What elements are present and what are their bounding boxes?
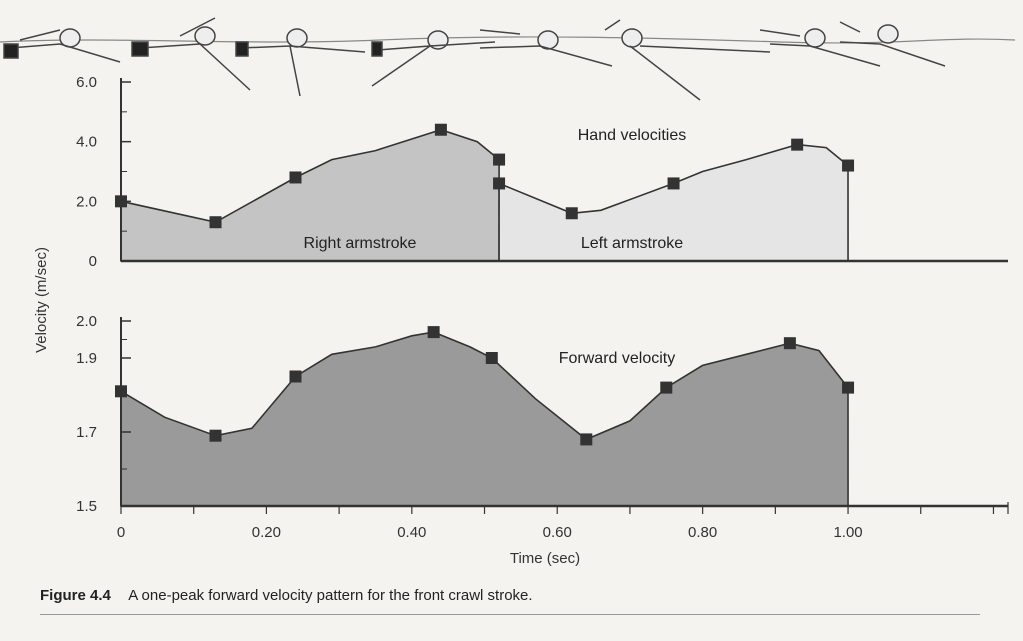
x-axis-title: Time (sec) [510,550,580,567]
figure-caption: Figure 4.4 A one-peak forward velocity p… [40,587,533,604]
water-line [0,36,1016,44]
swimmer-3 [235,28,366,97]
data-marker [667,177,680,190]
right-armstroke-label: Right armstroke [304,235,417,252]
data-marker [289,370,302,383]
data-marker [580,433,593,446]
data-marker [783,337,796,350]
data-marker [485,352,498,364]
data-marker [493,177,506,190]
data-marker [209,429,222,442]
swimmer-4 [371,30,496,87]
x-tick-label: 0.20 [252,524,281,541]
swimmer-6 [604,19,771,101]
y-tick-label: 2.0 [76,193,97,210]
y-tick-label: 1.5 [76,498,97,515]
caption-rule [40,614,980,615]
y-axis-title: Velocity (m/sec) [33,247,50,353]
data-marker [434,123,447,136]
data-marker [493,153,506,166]
hand-velocity-panel: 0 2.0 4.0 6.0 [76,74,1008,270]
figure-caption-text: A one-peak forward velocity pattern for … [128,587,533,604]
swimmer-5 [479,29,613,67]
x-tick-label: 0.60 [543,524,572,541]
hand-velocities-label: Hand velocities [578,127,687,144]
x-axis: 0 0.20 0.40 0.60 0.80 1.00 [117,502,1009,541]
data-marker [660,381,673,394]
forward-velocity-panel: 1.5 1.7 1.9 2.0 [76,313,1008,515]
data-marker [565,207,578,220]
left-armstroke-label: Left armstroke [581,235,683,252]
y-tick-label: 4.0 [76,134,97,151]
x-tick-label: 1.00 [833,524,862,541]
y-tick-label: 2.0 [76,313,97,330]
data-marker [842,381,855,394]
swimmer-1 [3,28,121,63]
data-marker [427,326,440,339]
data-marker [209,216,222,229]
area-forward-0 [120,331,849,507]
y-tick-label: 1.9 [76,350,97,367]
swimmer-2 [131,17,251,91]
x-tick-label: 0 [117,524,125,541]
swimmer-illustration [0,17,1016,101]
swimmer-8 [839,21,946,67]
area-hand-1 [498,143,849,262]
x-tick-label: 0.40 [397,524,426,541]
data-marker [791,138,804,151]
y-tick-label: 0 [89,253,97,270]
y-tick-label: 6.0 [76,74,97,91]
data-marker [842,159,855,172]
forward-velocity-label: Forward velocity [559,350,675,367]
x-tick-label: 0.80 [688,524,717,541]
swimmer-7 [759,28,881,67]
y-tick-label: 1.7 [76,424,97,441]
data-marker [289,171,302,184]
figure-label: Figure 4.4 [40,587,111,604]
